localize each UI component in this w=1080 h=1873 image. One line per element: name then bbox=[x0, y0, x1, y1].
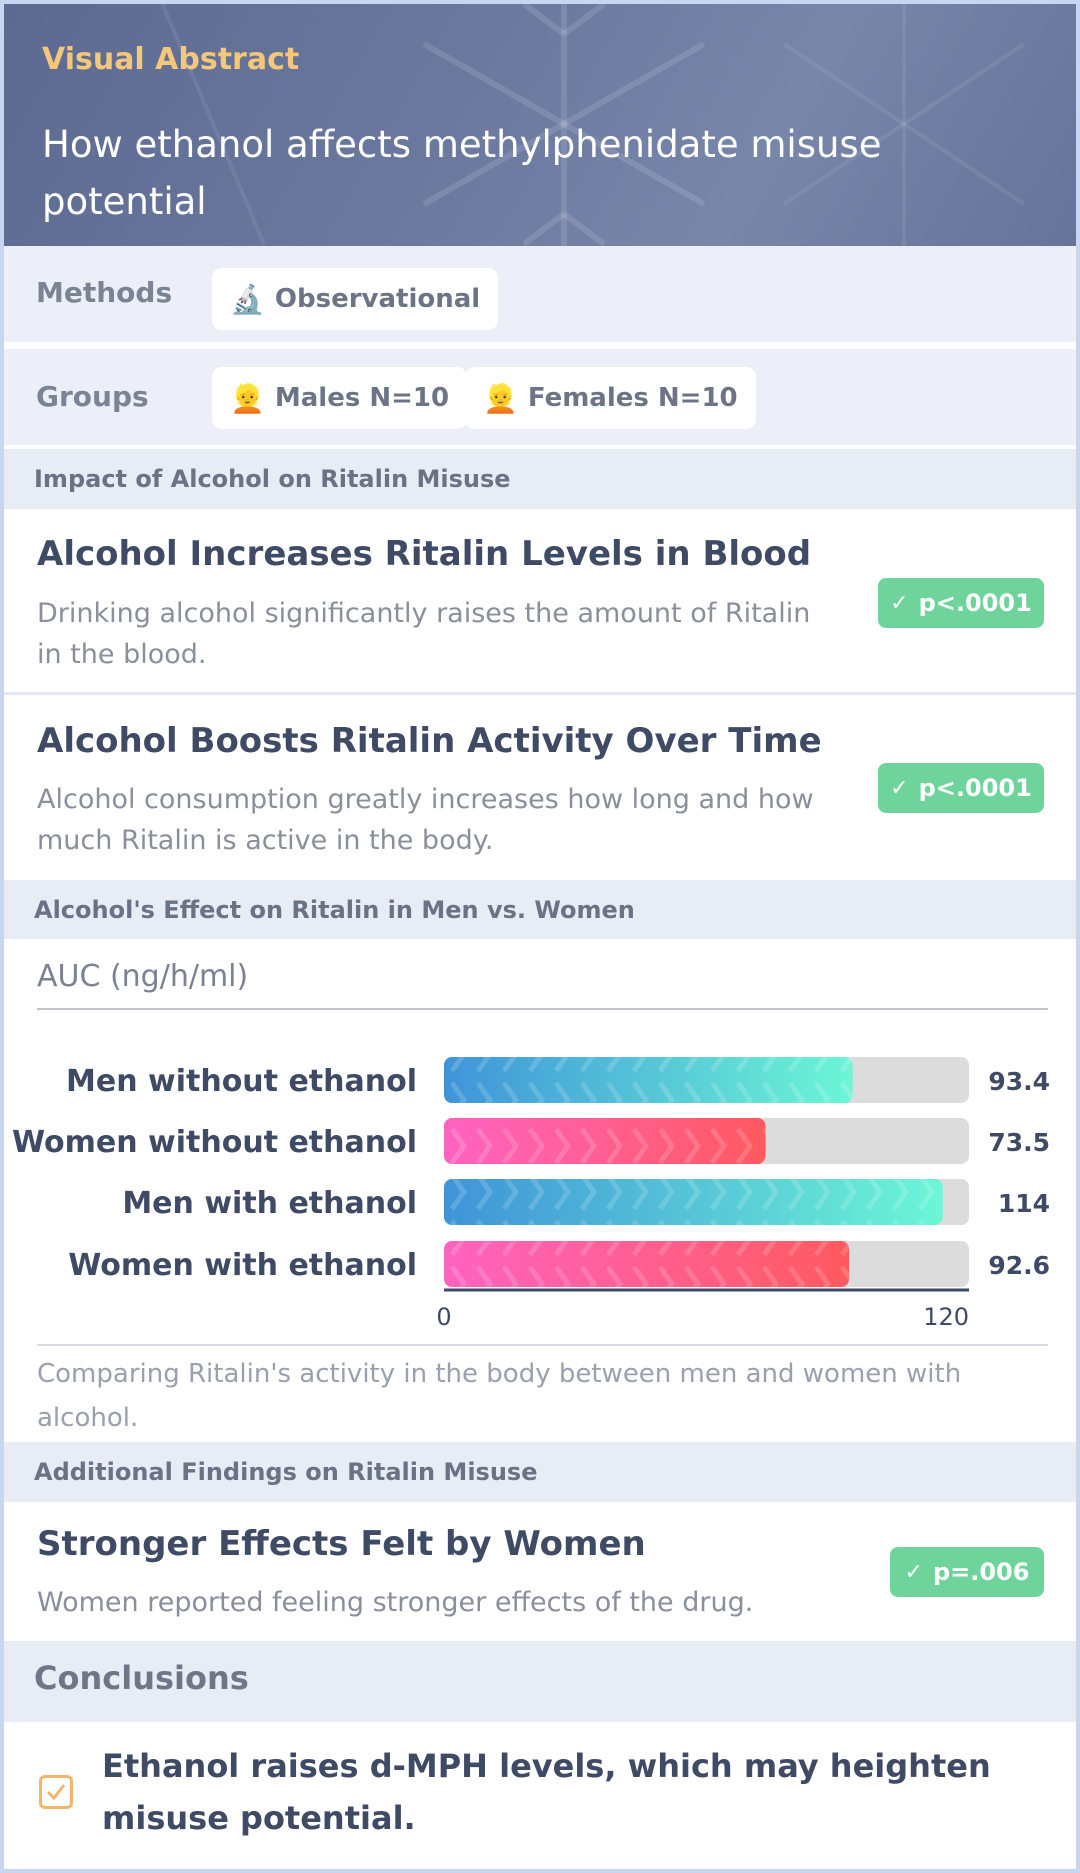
p-value-badge: ✓ p<.0001 bbox=[878, 763, 1044, 813]
finding-title: Alcohol Increases Ritalin Levels in Bloo… bbox=[37, 534, 812, 574]
section-header-sex-comparison: Alcohol's Effect on Ritalin in Men vs. W… bbox=[4, 880, 1076, 940]
checkbox-icon bbox=[39, 1775, 73, 1809]
finding-description: Alcohol consumption greatly increases ho… bbox=[37, 784, 814, 856]
group-chip-males: 👱 Males N=10 bbox=[212, 367, 468, 429]
bar-category-label: Men with ethanol bbox=[122, 1186, 417, 1221]
chart-caption: Comparing Ritalin's activity in the body… bbox=[37, 1359, 962, 1433]
finding-card: Stronger Effects Felt by Women Women rep… bbox=[4, 1502, 1076, 1641]
conclusion-item: Ethanol raises d-MPH levels, which may h… bbox=[102, 1747, 991, 1837]
chart-unit-label: AUC (ng/h/ml) bbox=[37, 959, 249, 994]
bar-value-label: 114 bbox=[998, 1189, 1050, 1218]
finding-card: Alcohol Increases Ritalin Levels in Bloo… bbox=[4, 509, 1076, 692]
check-icon bbox=[46, 1784, 66, 1801]
bar-pattern bbox=[444, 1179, 943, 1225]
bar-value-label: 93.4 bbox=[988, 1067, 1050, 1096]
section-title: Impact of Alcohol on Ritalin Misuse bbox=[34, 465, 511, 493]
snowflake-decoration-icon bbox=[160, 4, 1026, 246]
methods-chip-label: Observational bbox=[274, 284, 481, 314]
methods-label: Methods bbox=[36, 276, 173, 309]
methods-chip: 🔬 Observational bbox=[212, 268, 499, 330]
check-icon: ✓ bbox=[890, 590, 909, 616]
group-chip-label: Females N=10 bbox=[527, 383, 738, 413]
person-icon: 👱 bbox=[483, 381, 518, 415]
methods-row: Methods 🔬 Observational bbox=[4, 246, 1076, 342]
x-tick-label: 0 bbox=[436, 1303, 451, 1331]
check-icon: ✓ bbox=[890, 775, 909, 801]
bar-pattern bbox=[444, 1241, 850, 1287]
section-title: Additional Findings on Ritalin Misuse bbox=[34, 1458, 538, 1486]
finding-card: Alcohol Boosts Ritalin Activity Over Tim… bbox=[4, 695, 1076, 880]
bar-category-label: Men without ethanol bbox=[66, 1064, 417, 1099]
finding-title: Stronger Effects Felt by Women bbox=[37, 1524, 646, 1564]
header-kicker: Visual Abstract bbox=[42, 42, 300, 77]
x-tick-label: 120 bbox=[923, 1303, 969, 1331]
p-value-text: p=.006 bbox=[932, 1558, 1030, 1586]
person-icon: 👱 bbox=[230, 381, 265, 415]
section-header-additional: Additional Findings on Ritalin Misuse bbox=[4, 1442, 1076, 1502]
bar-value-label: 73.5 bbox=[988, 1128, 1050, 1157]
conclusions-header: Conclusions bbox=[4, 1641, 1076, 1722]
group-chip-label: Males N=10 bbox=[274, 383, 450, 413]
finding-description: Drinking alcohol significantly raises th… bbox=[37, 598, 811, 670]
check-icon: ✓ bbox=[904, 1559, 923, 1585]
groups-row: Groups 👱 Males N=10 👱 Females N=10 bbox=[4, 349, 1076, 445]
finding-title: Alcohol Boosts Ritalin Activity Over Tim… bbox=[37, 721, 822, 761]
group-chip-females: 👱 Females N=10 bbox=[465, 367, 756, 429]
p-value-badge: ✓ p<.0001 bbox=[878, 578, 1044, 628]
p-value-text: p<.0001 bbox=[918, 589, 1032, 617]
bar-category-label: Women without ethanol bbox=[12, 1125, 417, 1160]
microscope-icon: 🔬 bbox=[230, 282, 265, 316]
bar-value-label: 92.6 bbox=[988, 1251, 1050, 1280]
divider bbox=[4, 346, 1076, 349]
header-banner: Visual Abstract How ethanol affects meth… bbox=[4, 4, 1076, 246]
section-title: Alcohol's Effect on Ritalin in Men vs. W… bbox=[34, 896, 635, 924]
auc-bar-chart: AUC (ng/h/ml) Men without ethanol 93.4 Wom… bbox=[4, 939, 1076, 1442]
chart-plot: Men without ethanol 93.4 Women without eth… bbox=[12, 1008, 1050, 1346]
page-title: How ethanol affects methylphenidate misu… bbox=[42, 123, 882, 223]
conclusions-list: Ethanol raises d-MPH levels, which may h… bbox=[4, 1722, 1076, 1869]
finding-description: Women reported feeling stronger effects … bbox=[37, 1587, 754, 1618]
divider bbox=[4, 692, 1076, 695]
bar-category-label: Women with ethanol bbox=[68, 1248, 417, 1283]
p-value-text: p<.0001 bbox=[918, 774, 1032, 802]
conclusions-title: Conclusions bbox=[34, 1659, 249, 1697]
bar-pattern bbox=[444, 1057, 853, 1103]
section-header-impact: Impact of Alcohol on Ritalin Misuse bbox=[4, 449, 1076, 509]
groups-label: Groups bbox=[36, 380, 149, 413]
bar-pattern bbox=[444, 1118, 766, 1164]
p-value-badge: ✓ p=.006 bbox=[890, 1547, 1044, 1597]
